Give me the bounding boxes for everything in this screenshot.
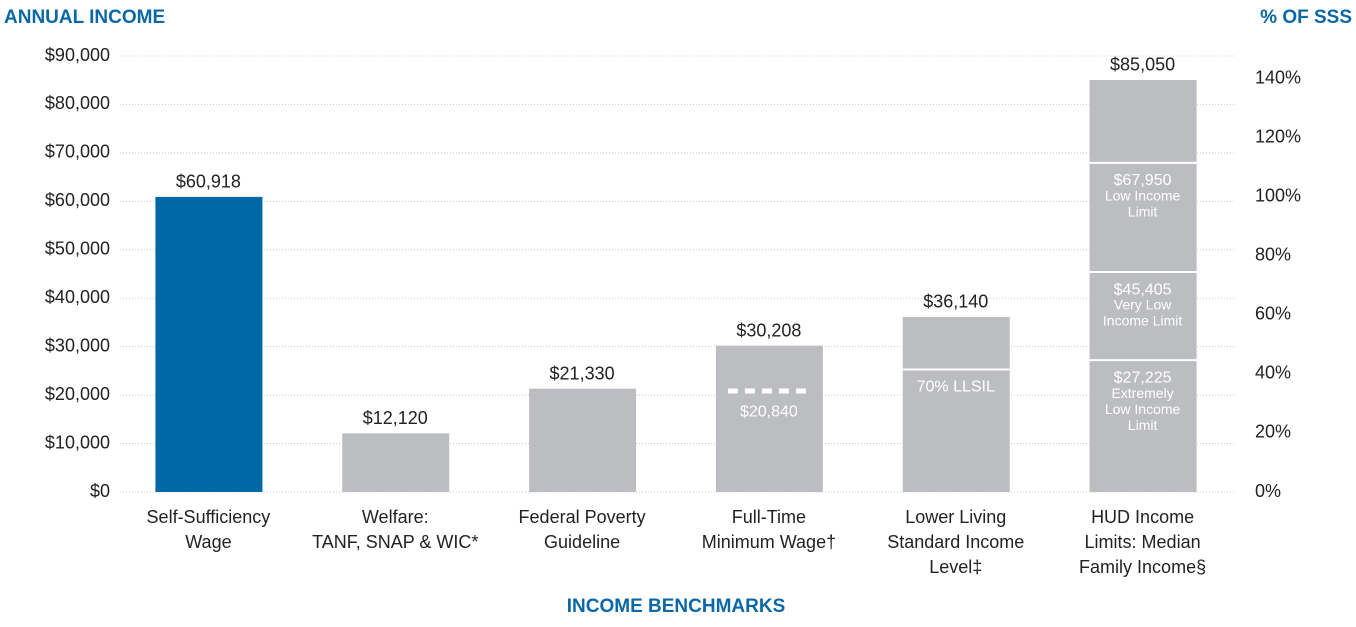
bar (155, 196, 263, 492)
y-tick-label: $90,000 (45, 45, 110, 65)
x-tick-label: HUD Income (1091, 507, 1194, 527)
x-tick-label: Full-Time (732, 507, 806, 527)
x-tick-label: Lower Living (905, 507, 1006, 527)
marker-label: Limit (1128, 417, 1158, 433)
y2-tick-label: 60% (1255, 304, 1291, 324)
x-tick-label: Limits: Median (1085, 532, 1201, 552)
bar (529, 388, 637, 492)
x-tick-label: Level‡ (929, 557, 982, 577)
x-tick-label: Self-Sufficiency (147, 507, 271, 527)
marker-label: 70% LLSIL (917, 379, 995, 396)
x-tick-label: Federal Poverty (519, 507, 646, 527)
marker-label: Extremely (1111, 385, 1173, 401)
value-label: $60,918 (176, 172, 241, 192)
y2-tick-label: 0% (1255, 481, 1281, 501)
value-label: $30,208 (736, 320, 801, 340)
marker-label: $20,840 (740, 403, 798, 420)
y-tick-label: $60,000 (45, 190, 110, 210)
y-tick-label: $20,000 (45, 384, 110, 404)
y2-axis-title: % OF SSS (1260, 7, 1352, 28)
y-axis-title: ANNUAL INCOME (4, 7, 165, 28)
marker-label: $67,950 (1114, 172, 1172, 189)
x-tick-label: TANF, SNAP & WIC* (312, 532, 478, 552)
value-label: $36,140 (923, 292, 988, 312)
y-tick-label: $80,000 (45, 93, 110, 113)
x-tick-label: Family Income§ (1079, 557, 1206, 577)
y2-tick-label: 80% (1255, 245, 1291, 265)
bar (1089, 79, 1197, 492)
y2-tick-label: 140% (1255, 67, 1301, 87)
y-tick-label: $70,000 (45, 142, 110, 162)
y-tick-label: $0 (90, 481, 110, 501)
marker-label: Low Income (1105, 188, 1181, 204)
marker-label: Low Income (1105, 401, 1181, 417)
y-tick-label: $50,000 (45, 239, 110, 259)
value-label: $12,120 (363, 408, 428, 428)
y-tick-label: $10,000 (45, 432, 110, 452)
x-tick-label: Guideline (544, 532, 620, 552)
y2-tick-label: 120% (1255, 127, 1301, 147)
marker-label: Income Limit (1103, 313, 1182, 329)
y2-tick-label: 40% (1255, 363, 1291, 383)
value-label: $85,050 (1110, 55, 1175, 75)
y2-tick-label: 20% (1255, 422, 1291, 442)
value-label: $21,330 (550, 363, 615, 383)
x-tick-label: Welfare: (362, 507, 429, 527)
y-tick-label: $30,000 (45, 335, 110, 355)
y2-tick-label: 100% (1255, 186, 1301, 206)
x-tick-label: Minimum Wage† (702, 532, 836, 552)
bar (902, 316, 1010, 492)
marker-label: $45,405 (1114, 281, 1172, 298)
x-axis-title: INCOME BENCHMARKS (567, 596, 786, 617)
bar (715, 345, 823, 492)
x-tick-label: Standard Income (887, 532, 1024, 552)
bar (342, 433, 450, 492)
marker-label: $27,225 (1114, 369, 1172, 386)
x-tick-label: Wage (185, 532, 231, 552)
marker-label: Very Low (1114, 297, 1172, 313)
y-tick-label: $40,000 (45, 287, 110, 307)
marker-label: Limit (1128, 204, 1158, 220)
